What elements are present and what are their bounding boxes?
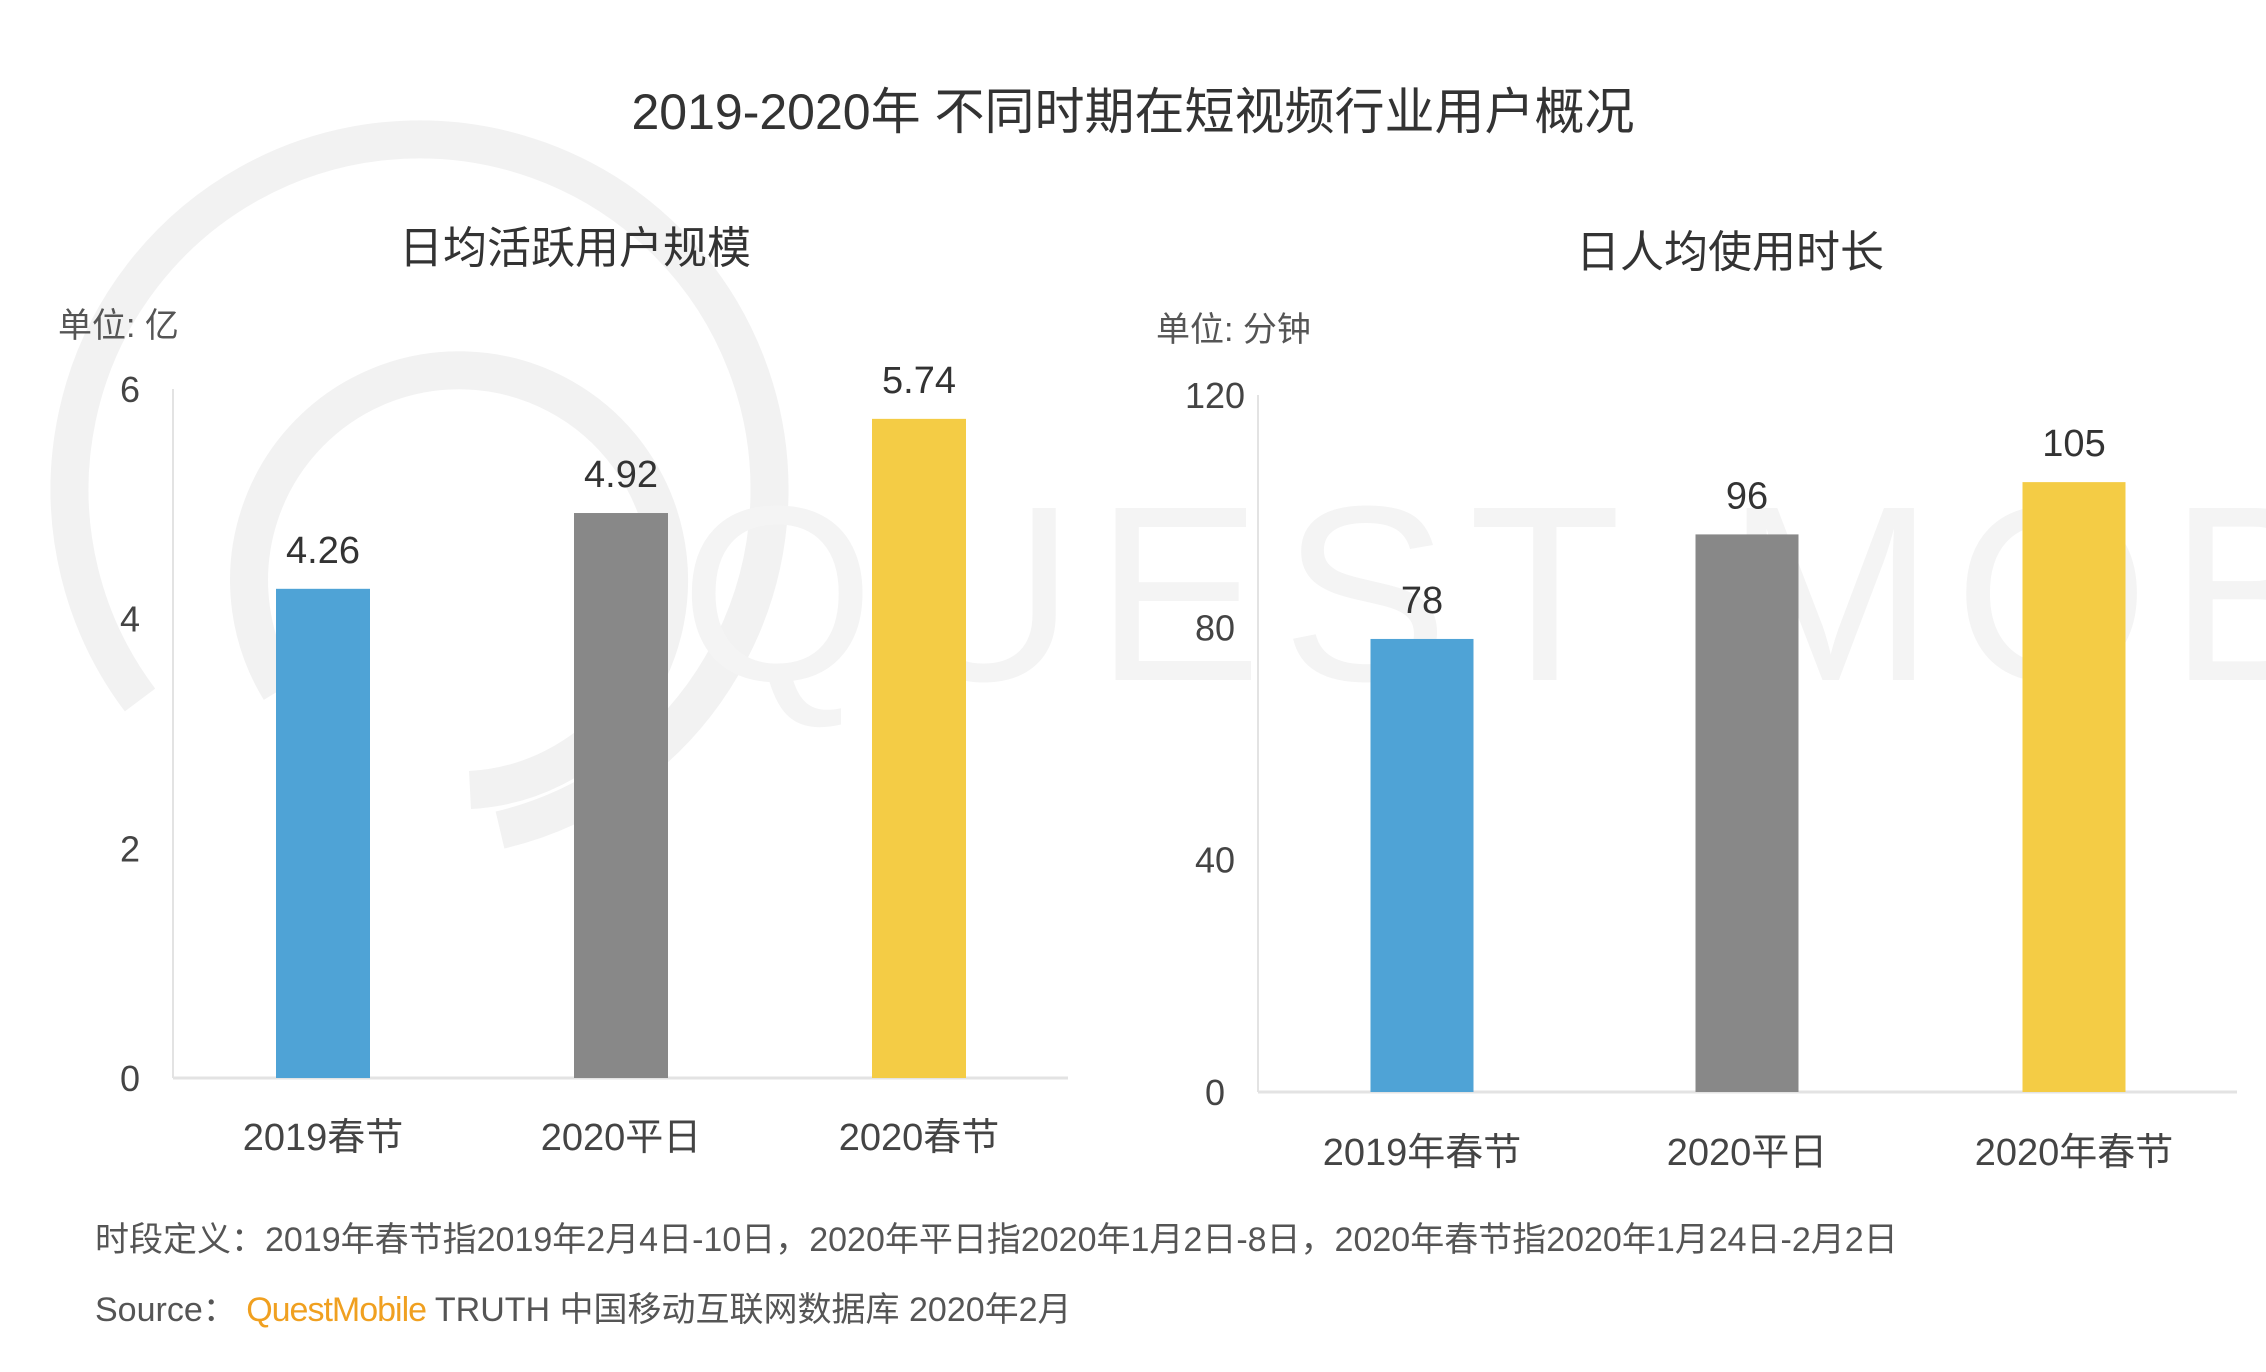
x-category-label: 2020平日 — [541, 1117, 702, 1159]
chart-1-unit-label: 单位: 亿 — [58, 307, 179, 345]
bar — [1695, 534, 1799, 1092]
bar-value-label: 78 — [1401, 580, 1443, 622]
bar-value-label: 96 — [1726, 475, 1768, 517]
y-tick-label: 2 — [120, 828, 140, 869]
y-tick-label: 0 — [1205, 1072, 1225, 1113]
chart-1-title: 日均活跃用户规模 — [399, 224, 751, 273]
bar — [1370, 638, 1474, 1092]
source-text: TRUTH 中国移动互联网数据库 2020年2月 — [434, 1291, 1072, 1329]
bar-value-label: 4.26 — [286, 530, 360, 572]
bar-value-label: 5.74 — [882, 360, 956, 402]
y-tick-label: 0 — [120, 1058, 140, 1099]
y-tick-label: 40 — [1195, 840, 1235, 881]
bar-value-label: 4.92 — [584, 454, 658, 496]
source-brand: QuestMobile — [246, 1291, 427, 1329]
main-title: 2019-2020年 不同时期在短视频行业用户概况 — [631, 84, 1635, 140]
y-tick-label: 120 — [1185, 375, 1245, 416]
y-tick-label: 80 — [1195, 607, 1235, 648]
x-category-label: 2020平日 — [1667, 1132, 1828, 1174]
y-tick-label: 6 — [120, 369, 140, 410]
bar — [2022, 482, 2126, 1092]
chart-daily-active-users: 0 2 4 6 4.26 2019春节 4.92 2020平日 5.74 2020春节 — [120, 360, 1068, 1159]
source-label: Source： — [95, 1291, 237, 1329]
y-tick-label: 4 — [120, 599, 140, 640]
source-line: Source： QuestMobile TRUTH 中国移动互联网数据库 202… — [95, 1282, 1072, 1331]
x-category-label: 2020春节 — [839, 1117, 1000, 1159]
chart-daily-usage-time: 0 40 80 120 78 2019年春节 96 2020平日 105 2020年春节 — [1185, 375, 2237, 1174]
bar — [276, 588, 370, 1078]
x-category-label: 2020年春节 — [1975, 1132, 2174, 1174]
bar — [574, 513, 668, 1078]
chart-2-unit-label: 单位: 分钟 — [1156, 311, 1311, 349]
chart-2-title: 日人均使用时长 — [1576, 228, 1884, 277]
period-definition: 时段定义：2019年春节指2019年2月4日-10日，2020年平日指2020年… — [95, 1221, 1898, 1259]
bar-value-label: 105 — [2042, 423, 2105, 465]
bar — [872, 418, 966, 1078]
x-category-label: 2019年春节 — [1323, 1132, 1522, 1174]
x-category-label: 2019春节 — [243, 1117, 404, 1159]
